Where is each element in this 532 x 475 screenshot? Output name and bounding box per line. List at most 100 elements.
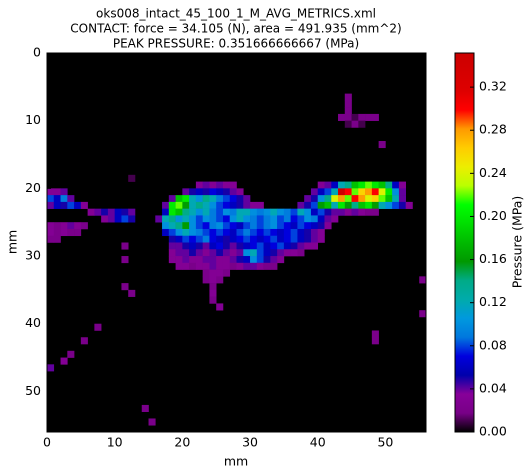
heatmap-cell — [236, 256, 244, 264]
heatmap-cell — [175, 222, 183, 230]
heatmap-cell — [304, 235, 312, 243]
heatmap-cell — [175, 262, 183, 270]
heatmap-cell — [297, 201, 305, 209]
heatmap-cell — [277, 256, 285, 264]
heatmap-cell — [195, 181, 203, 189]
heatmap-cell — [53, 222, 61, 230]
heatmap-cell — [250, 235, 258, 243]
heatmap-cell — [80, 337, 88, 345]
heatmap-cell — [385, 181, 393, 189]
colorbar-tick-label: 0.08 — [479, 337, 507, 352]
heatmap-cell — [53, 188, 61, 196]
heatmap-cell — [47, 228, 55, 237]
heatmap-cell — [209, 276, 217, 284]
y-tick-label: 50 — [25, 383, 41, 398]
heatmap-cell — [243, 195, 251, 203]
heatmap-cell — [304, 195, 312, 203]
heatmap-cell — [310, 208, 319, 216]
heatmap-cell — [277, 222, 285, 230]
heatmap-cell — [216, 222, 224, 230]
heatmap-cell — [317, 181, 325, 189]
heatmap-cell — [229, 262, 237, 270]
heatmap-cell — [202, 181, 210, 189]
heatmap-cell — [229, 208, 237, 216]
heatmap-cell — [324, 188, 332, 196]
heatmap-cell — [121, 215, 129, 223]
heatmap-cell — [338, 201, 346, 209]
heatmap-cell — [310, 228, 319, 237]
heatmap-cell — [222, 249, 231, 257]
heatmap-cell — [358, 201, 366, 209]
heatmap-cell — [121, 283, 129, 291]
heatmap-cell — [263, 242, 271, 250]
y-tick-label: 30 — [25, 248, 41, 263]
heatmap-cell — [324, 208, 332, 216]
heatmap-cell — [324, 195, 332, 203]
heatmap-cell — [168, 222, 176, 230]
heatmap-cell — [351, 201, 359, 209]
heatmap-cell — [229, 228, 237, 237]
heatmap-cell — [74, 201, 82, 209]
heatmap-cell — [236, 208, 244, 216]
heatmap-cell — [209, 283, 217, 291]
heatmap-cell — [222, 201, 231, 209]
heatmap-cell — [47, 222, 55, 230]
heatmap-cell — [324, 222, 332, 230]
heatmap-cell — [304, 228, 312, 237]
heatmap-cell — [74, 222, 82, 230]
heatmap-cell — [290, 242, 298, 250]
heatmap-cell — [263, 235, 271, 243]
heatmap-cell — [175, 249, 183, 257]
heatmap-cell — [182, 208, 190, 216]
heatmap-cell — [182, 235, 190, 243]
heatmap-cell — [290, 215, 298, 223]
heatmap-cell — [270, 215, 278, 223]
heatmap-cell — [222, 215, 231, 223]
heatmap-cell — [243, 235, 251, 243]
heatmap-cell — [162, 208, 170, 216]
heatmap-cell — [202, 201, 210, 209]
heatmap-cell — [175, 215, 183, 223]
heatmap-cell — [243, 222, 251, 230]
heatmap-cell — [419, 310, 427, 318]
heatmap-cell — [195, 201, 203, 209]
heatmap-cell — [168, 215, 176, 223]
colorbar-tick-label: 0.24 — [479, 165, 507, 180]
heatmap-cell — [236, 242, 244, 250]
heatmap-cell — [344, 113, 352, 121]
heatmap-cell — [371, 330, 379, 338]
heatmap-cell — [209, 296, 217, 304]
heatmap-cell — [182, 195, 190, 203]
heatmap-cell — [121, 242, 129, 250]
heatmap-cell — [317, 215, 325, 223]
heatmap-cell — [209, 201, 217, 209]
heatmap-cell — [371, 181, 379, 189]
heatmap-cell — [392, 181, 400, 189]
heatmap-cell — [67, 228, 75, 237]
colorbar-gradient — [454, 52, 475, 433]
heatmap-cell — [47, 364, 55, 372]
heatmap-cell — [304, 222, 312, 230]
heatmap-cell — [202, 262, 210, 270]
y-axis-label: mm — [5, 230, 20, 254]
heatmap-cell — [310, 242, 319, 250]
heatmap-cell — [338, 208, 346, 216]
heatmap-cell — [392, 188, 400, 196]
heatmap-cell — [270, 242, 278, 250]
heatmap-cell — [60, 222, 68, 230]
heatmap-cell — [256, 242, 264, 250]
heatmap-cell — [378, 188, 386, 196]
heatmap-cell — [297, 215, 305, 223]
heatmap-cell — [317, 195, 325, 203]
heatmap-cell — [243, 208, 251, 216]
heatmap-cell — [277, 242, 285, 250]
heatmap-cell — [358, 188, 366, 196]
heatmap-cell — [121, 256, 129, 264]
heatmap-cell — [277, 228, 285, 237]
heatmap-cell — [297, 208, 305, 216]
heatmap-cell — [243, 228, 251, 237]
heatmap-cell — [331, 201, 339, 209]
heatmap-cell — [385, 195, 393, 203]
heatmap-cell — [256, 256, 264, 264]
heatmap-cell — [297, 222, 305, 230]
